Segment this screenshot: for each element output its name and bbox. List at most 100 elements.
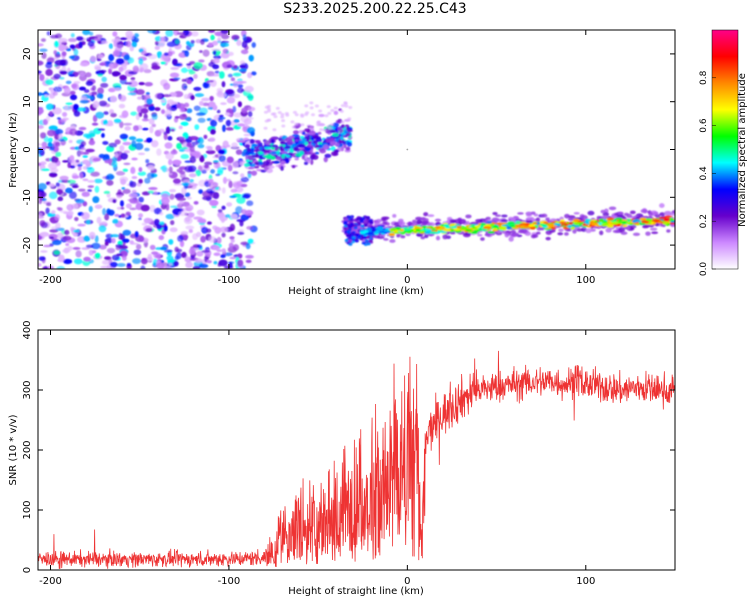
spectrogram-cell — [617, 211, 624, 215]
spectrogram-cell — [133, 33, 140, 38]
spectrogram-cell — [212, 58, 220, 64]
spectrogram-cell — [78, 126, 87, 131]
spectrogram-cell — [189, 155, 197, 164]
spectrogram-x-tick-label: 100 — [576, 275, 595, 286]
spectrogram-cell — [82, 159, 90, 165]
spectrogram-cell — [339, 109, 344, 113]
spectrogram-cell — [101, 259, 110, 265]
spectrogram-cell — [232, 64, 238, 70]
spectrogram-cell — [266, 109, 271, 113]
spectrogram-cell — [211, 40, 219, 46]
spectrogram-cell — [203, 134, 208, 140]
spectrogram-cell — [83, 256, 91, 262]
spectrogram-cell — [233, 80, 239, 88]
spectrogram-cell — [112, 31, 118, 37]
spectrogram-cell — [390, 227, 397, 232]
spectrogram-cell — [64, 105, 69, 110]
spectrogram-cell — [311, 153, 316, 159]
spectrogram-cell — [83, 133, 91, 138]
spectrogram-cell — [346, 229, 351, 233]
spectrogram-cell — [396, 233, 401, 238]
spectrogram-cell — [111, 254, 120, 261]
spectrogram-cell — [355, 217, 360, 221]
spectrogram-cell — [156, 148, 162, 156]
spectrogram-cell — [319, 128, 324, 132]
spectrogram-cell — [291, 125, 296, 129]
spectrogram-cell — [220, 30, 229, 34]
spectrogram-cell — [306, 144, 314, 148]
spectrogram-cell — [132, 258, 142, 264]
spectrogram-cell — [559, 221, 567, 225]
spectrogram-cell — [545, 236, 551, 241]
spectrogram-cell — [38, 107, 44, 115]
spectrogram-cell — [266, 107, 271, 111]
spectrogram-cell — [180, 154, 190, 160]
spectrogram-cell — [284, 145, 292, 149]
spectrogram-cell — [194, 124, 200, 130]
spectrogram-cell — [43, 265, 49, 269]
spectrogram-cell — [41, 197, 47, 202]
spectrogram-cell — [218, 259, 228, 267]
spectrogram-cell — [167, 51, 173, 57]
spectrogram-cell — [196, 251, 204, 257]
spectrogram-cell — [135, 113, 140, 121]
spectrogram-cell — [115, 170, 126, 176]
snr-series-line — [38, 350, 675, 569]
spectrogram-cell — [242, 34, 247, 41]
snr-x-tick-label: 0 — [404, 576, 410, 587]
spectrogram-cell — [443, 228, 452, 232]
spectrogram-cell — [45, 115, 51, 122]
spectrogram-cell — [366, 242, 371, 246]
spectrogram-cell — [328, 126, 333, 130]
spectrogram-cell — [359, 231, 366, 235]
spectrogram-cell — [300, 114, 305, 118]
spectrogram-cell — [600, 215, 609, 219]
spectrogram-cell — [44, 94, 49, 98]
spectrogram-cell — [280, 115, 285, 119]
spectrogram-cell — [104, 241, 109, 246]
spectrogram-cell — [133, 125, 139, 132]
spectrogram-cell — [492, 228, 498, 231]
spectrogram-cell — [349, 222, 354, 227]
spectrogram-cell — [63, 258, 73, 265]
spectrogram-cell — [119, 145, 125, 152]
spectrogram-cell — [528, 224, 535, 227]
spectrogram-cell — [236, 39, 242, 46]
spectrogram-cell — [235, 206, 243, 214]
spectrogram-cell — [56, 232, 64, 239]
spectrogram-cell — [363, 215, 368, 219]
spectrogram-cell — [331, 132, 339, 137]
spectrogram-cell — [140, 50, 148, 56]
spectrogram-cell — [230, 77, 236, 82]
spectrogram-cell — [213, 252, 221, 256]
spectrogram-cell — [160, 246, 167, 251]
spectrogram-cell — [572, 218, 580, 223]
spectrogram-cell — [182, 132, 189, 139]
spectrogram-cell — [525, 217, 533, 221]
spectrogram-cell — [48, 137, 53, 143]
spectrogram-cell — [176, 103, 186, 109]
spectrogram-cell — [113, 118, 122, 124]
spectrogram-cell — [148, 118, 155, 125]
spectrogram-cell — [343, 101, 348, 105]
spectrogram-cell — [232, 171, 239, 175]
spectrogram-cell — [500, 219, 509, 223]
spectrogram-cell — [221, 205, 226, 210]
spectrogram-cell — [209, 199, 219, 207]
spectrogram-cell — [293, 146, 299, 152]
spectrogram-cell — [108, 43, 114, 49]
spectrogram-cell — [584, 219, 591, 222]
spectrogram-cell — [427, 214, 435, 217]
spectrogram-cell — [45, 103, 54, 111]
spectrogram-cell — [246, 117, 254, 120]
spectrogram-cell — [181, 67, 188, 73]
spectrogram-cell — [189, 136, 199, 141]
spectrogram-cell — [176, 203, 184, 209]
spectrogram-cell — [340, 135, 344, 141]
spectrogram-cell — [73, 48, 79, 56]
spectrogram-cell — [99, 62, 106, 66]
spectrogram-cell — [243, 133, 251, 137]
spectrogram-cell — [318, 109, 323, 113]
spectrogram-cell — [280, 151, 288, 154]
spectrogram-cell — [180, 146, 188, 150]
